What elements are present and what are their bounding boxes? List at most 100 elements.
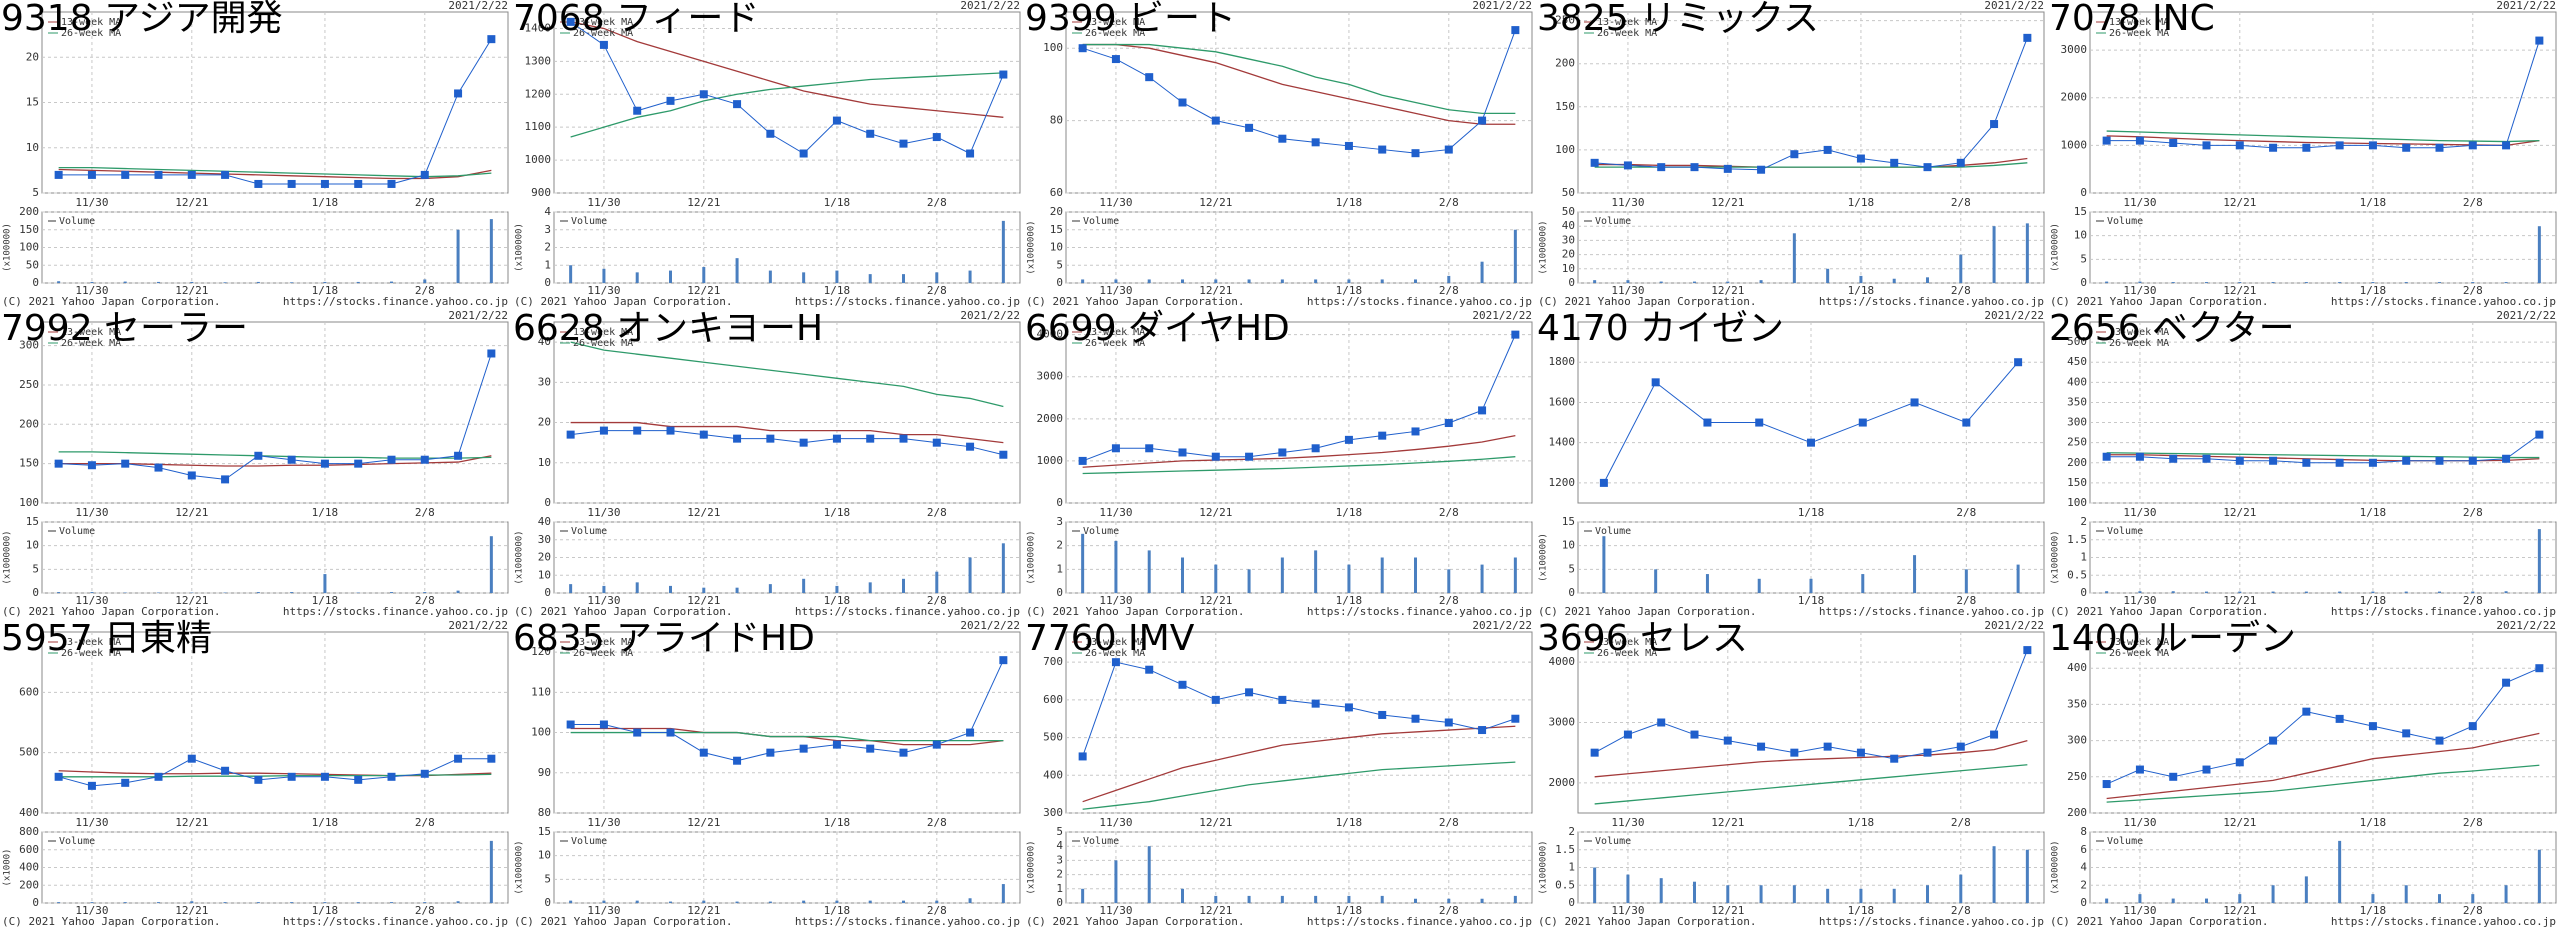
copyright: (C) 2021 Yahoo Japan Corporation. — [1026, 295, 1245, 308]
ma-line — [2106, 732, 2540, 800]
x-tick-label: 2/8 — [1951, 196, 1971, 209]
x-tick-label: 12/21 — [175, 904, 208, 917]
volume-bar — [669, 270, 672, 283]
price-candle — [2335, 458, 2344, 467]
volume-bar — [1414, 279, 1417, 283]
legend-label: 13-week MA — [2109, 17, 2169, 28]
volume-bar — [390, 902, 393, 903]
price-candle — [221, 766, 230, 775]
volume-tick-label: 15 — [26, 515, 39, 528]
stock-title: 9318 アジア開発 — [1, 0, 283, 39]
volume-bar — [2504, 591, 2508, 593]
chart-date: 2021/2/22 — [1472, 619, 1532, 632]
volume-tick-label: 15 — [538, 825, 551, 838]
legend-label: 13-week MA — [61, 17, 121, 28]
y-tick-label: 5 — [32, 186, 39, 199]
volume-bar — [2304, 282, 2308, 283]
volume-tick-label: 0 — [1568, 896, 1575, 909]
stock-title: 6699 ダイヤHD — [1025, 308, 1290, 349]
price-candle — [287, 179, 296, 188]
volume-tick-label: 0 — [544, 586, 551, 599]
price-candle — [2235, 456, 2244, 465]
copyright: (C) 2021 Yahoo Japan Corporation. — [1026, 605, 1245, 618]
volume-bar — [1114, 860, 1118, 903]
price-candle — [487, 349, 496, 358]
price-candle — [1178, 448, 1187, 457]
volume-tick-label: 150 — [19, 223, 39, 236]
x-tick-label: 11/30 — [1611, 904, 1644, 917]
x-tick-label: 12/21 — [1199, 284, 1232, 297]
price-candle — [666, 96, 675, 105]
volume-bar — [2338, 282, 2342, 283]
volume-unit: (x1000000) — [2051, 840, 2061, 894]
stock-panel: 80 90 100 110 120 0 5 10 15 11/30 11/30 12/21 12/21 1… — [513, 618, 1021, 928]
x-tick-label: 1/18 — [824, 594, 851, 607]
volume-bar — [669, 901, 672, 903]
price-candle — [766, 129, 775, 138]
y-tick-label: 150 — [2067, 476, 2087, 489]
y-tick-label: 15 — [26, 96, 39, 109]
volume-unit: (x100000) — [1539, 533, 1549, 582]
price-frame — [2089, 11, 2557, 194]
price-candle — [1599, 478, 1608, 487]
volume-tick-label: 0 — [2080, 586, 2087, 599]
copyright: (C) 2021 Yahoo Japan Corporation. — [1026, 915, 1245, 928]
price-candle — [899, 748, 908, 757]
x-tick-label: 11/30 — [587, 284, 620, 297]
price-candle — [2335, 141, 2344, 150]
price-candle — [487, 35, 496, 44]
price-frame — [1065, 631, 1533, 814]
volume-tick-label: 3 — [544, 223, 551, 236]
price-candle — [320, 459, 329, 468]
copyright: (C) 2021 Yahoo Japan Corporation. — [514, 295, 733, 308]
volume-bar — [968, 898, 972, 903]
price-candle — [633, 426, 642, 435]
price-candle — [1211, 452, 1220, 461]
volume-bar — [1214, 564, 1218, 593]
volume-tick-label: 20 — [1562, 248, 1575, 261]
y-tick-label: 0 — [2080, 186, 2087, 199]
price-candle — [1723, 164, 1732, 173]
volume-bar — [256, 592, 260, 593]
volume-bar — [1001, 220, 1005, 283]
y-tick-label: 110 — [531, 685, 551, 698]
y-tick-label: 250 — [2067, 436, 2087, 449]
price-candle — [254, 451, 263, 460]
volume-tick-label: 2 — [1056, 539, 1063, 552]
price-candle — [2302, 707, 2311, 716]
volume-bar — [1513, 895, 1517, 903]
volume-unit: (x1000000) — [3, 530, 13, 584]
legend-label: 26-week MA — [2109, 338, 2169, 349]
source-url: https://stocks.finance.yahoo.co.jp — [2331, 605, 2556, 618]
volume-tick-label: 400 — [19, 861, 39, 874]
ma-line — [570, 341, 1004, 408]
x-tick-label: 11/30 — [1611, 816, 1644, 829]
x-tick-label: 12/21 — [1199, 506, 1232, 519]
price-candle — [666, 728, 675, 737]
x-tick-label: 2/8 — [1951, 816, 1971, 829]
volume-tick-label: 0.5 — [1555, 878, 1575, 891]
price-candle — [1962, 418, 1971, 427]
legend-label: 13-week MA — [1597, 637, 1657, 648]
price-candle — [699, 748, 708, 757]
price-line — [570, 659, 1004, 762]
volume-bar — [2205, 282, 2208, 283]
volume-tick-label: 4 — [1056, 839, 1063, 852]
x-tick-label: 11/30 — [1099, 196, 1132, 209]
volume-bar — [157, 281, 160, 283]
source-url: https://stocks.finance.yahoo.co.jp — [1307, 295, 1532, 308]
x-tick-label: 11/30 — [2123, 284, 2156, 297]
price-candle — [121, 459, 130, 468]
stock-title: 7760 IMV — [1025, 618, 1195, 659]
volume-frame — [2089, 211, 2557, 284]
x-tick-label: 11/30 — [1611, 284, 1644, 297]
volume-tick-label: 10 — [2074, 229, 2087, 242]
volume-bar — [2304, 591, 2308, 593]
volume-bar — [223, 902, 227, 903]
copyright: (C) 2021 Yahoo Japan Corporation. — [1538, 605, 1757, 618]
legend-label: 13-week MA — [2109, 327, 2169, 338]
volume-tick-label: 15 — [2074, 205, 2087, 218]
price-candle — [666, 426, 675, 435]
ma-line — [58, 451, 492, 459]
price-candle — [254, 179, 263, 188]
